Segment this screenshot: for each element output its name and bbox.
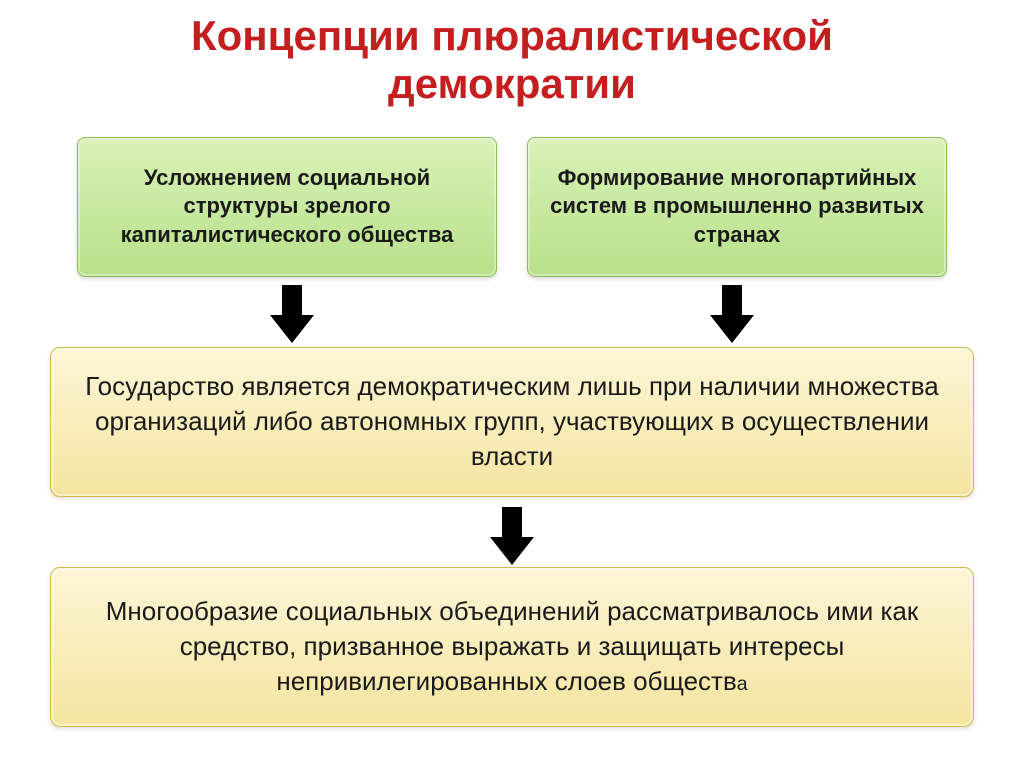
top-row: Усложнением социальной структуры зрелого… [0, 137, 1024, 277]
arrow-right [712, 285, 752, 343]
green-right-text: Формирование многопартийных систем в про… [546, 164, 928, 250]
green-box-right: Формирование многопартийных систем в про… [527, 137, 947, 277]
yellow-box-1: Государство является демократическим лиш… [50, 347, 974, 497]
mid-arrow-row [0, 507, 1024, 565]
yellow-box-2: Многообразие социальных объединений расс… [50, 567, 974, 727]
arrow-left [272, 285, 312, 343]
top-arrows-row [0, 285, 1024, 343]
yellow2-text: Многообразие социальных объединений расс… [71, 594, 953, 699]
yellow1-text: Государство является демократическим лиш… [71, 369, 953, 474]
slide-title: Концепции плюралистической демократии [0, 0, 1024, 109]
title-line1: Концепции плюралистической [191, 12, 833, 59]
title-line2: демократии [388, 60, 636, 107]
arrow-mid [492, 507, 532, 565]
green-box-left: Усложнением социальной структуры зрелого… [77, 137, 497, 277]
green-left-text: Усложнением социальной структуры зрелого… [96, 164, 478, 250]
